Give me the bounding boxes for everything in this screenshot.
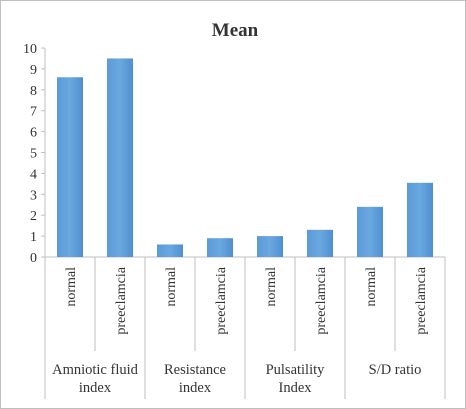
group-label: index (179, 380, 212, 396)
category-label: preeclamcia (114, 266, 129, 334)
axes: 0 1 2 3 4 5 6 7 8 9 10 (23, 42, 446, 399)
y-tick-label: 5 (30, 147, 37, 162)
y-tick-label: 7 (30, 105, 37, 120)
y-tick-label: 9 (30, 63, 37, 78)
y-tick-label: 1 (30, 230, 37, 245)
bar-2-0 (257, 236, 283, 257)
category-labels: normal preeclamcia Amniotic fluid index norm… (52, 266, 429, 396)
bar-2-1 (307, 229, 333, 257)
y-tick-label: 8 (30, 84, 37, 99)
bar-1-1 (207, 238, 233, 257)
category-label: preeclamcia (314, 266, 329, 334)
group-label: Resistance (164, 362, 226, 378)
y-tick-label: 4 (30, 167, 37, 182)
group-label: Amniotic fluid (52, 362, 139, 378)
bar-3-1 (407, 182, 433, 257)
group-label: Index (278, 380, 312, 396)
group-label: index (79, 380, 112, 396)
category-label: normal (264, 267, 279, 307)
category-label: normal (64, 267, 79, 307)
y-tick-label: 6 (30, 126, 37, 141)
group-label: S/D ratio (369, 362, 422, 378)
chart-title: Mean (212, 20, 259, 41)
category-label: preeclamcia (214, 266, 229, 334)
group-label: Pulsatility (266, 362, 326, 378)
category-label: normal (164, 267, 179, 307)
bars (57, 58, 433, 258)
category-label: normal (364, 267, 379, 307)
y-tick-label: 2 (30, 209, 37, 224)
bar-3-0 (357, 206, 383, 257)
bar-0-1 (107, 58, 133, 258)
y-tick-label: 0 (30, 251, 37, 266)
y-tick-label: 10 (23, 42, 37, 57)
bar-0-0 (57, 77, 83, 257)
y-tick-label: 3 (30, 188, 37, 203)
category-label: preeclamcia (414, 266, 429, 334)
bar-1-0 (157, 244, 183, 257)
